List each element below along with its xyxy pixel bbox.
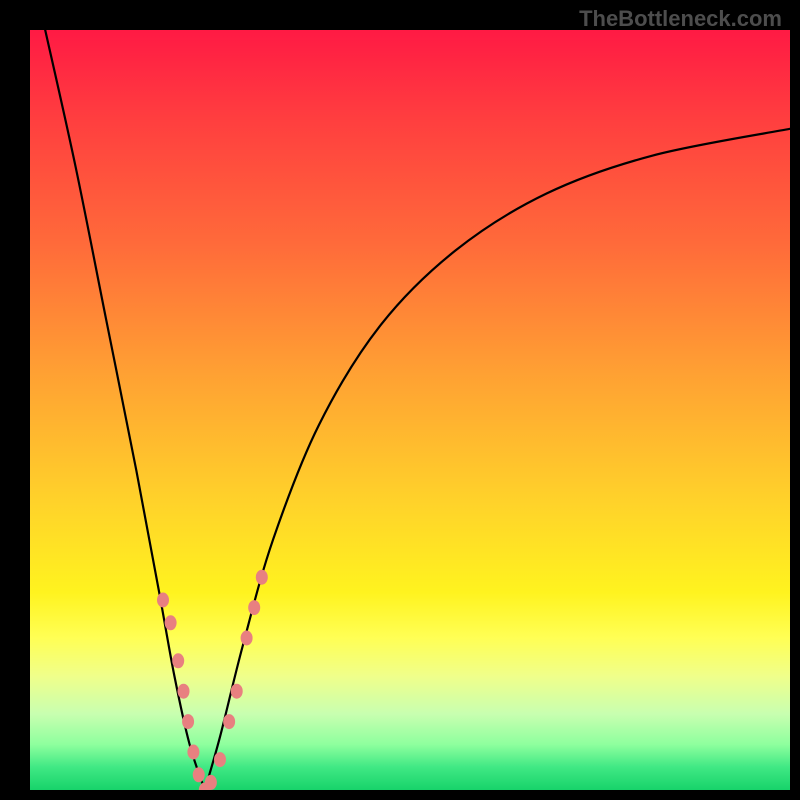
data-marker [248, 600, 260, 615]
data-marker [157, 593, 169, 608]
chart-container: TheBottleneck.com [0, 0, 800, 800]
data-marker [231, 684, 243, 699]
data-marker [172, 653, 184, 668]
plot-area [30, 30, 790, 790]
chart-svg [30, 30, 790, 790]
watermark-text: TheBottleneck.com [579, 6, 782, 32]
data-marker [193, 767, 205, 782]
data-marker [214, 752, 226, 767]
data-marker [223, 714, 235, 729]
data-marker [182, 714, 194, 729]
data-marker [178, 684, 190, 699]
curve-segment [205, 129, 790, 790]
curve-segment [45, 30, 205, 790]
data-marker [205, 775, 217, 790]
data-marker [165, 615, 177, 630]
data-marker [187, 745, 199, 760]
data-marker [241, 631, 253, 646]
data-marker [256, 570, 268, 585]
